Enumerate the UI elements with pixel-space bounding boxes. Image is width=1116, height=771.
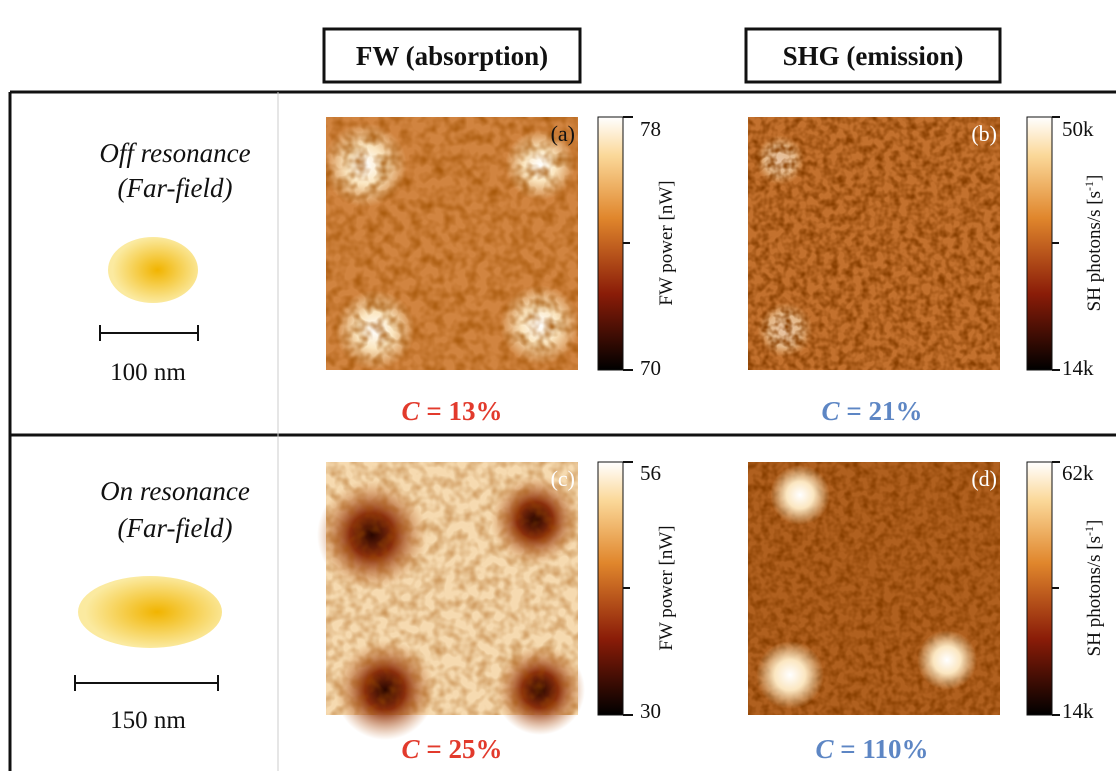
scale-label: 150 nm xyxy=(110,707,186,734)
cbar-label-text: SH photons/s [s xyxy=(1084,536,1105,656)
scale-bar xyxy=(75,675,218,691)
contrast-symbol: C xyxy=(402,396,421,426)
row-label: (Far-field) xyxy=(118,513,233,543)
particle-icon xyxy=(108,237,198,303)
map-d xyxy=(748,462,1000,715)
cbar-label: SH photons/s [s-1] xyxy=(1082,175,1105,312)
map-c xyxy=(317,462,585,740)
cbar-label-sup: -1 xyxy=(1082,526,1096,536)
cbar-label: FW power [nW] xyxy=(656,525,677,650)
panel-tag: (a) xyxy=(551,121,575,146)
cbar-label-text: ] xyxy=(1084,520,1105,526)
cbar-min: 70 xyxy=(640,356,661,380)
scale-bar xyxy=(100,325,198,341)
figure: FW (absorption) SHG (emission) Off reson… xyxy=(0,0,1116,771)
contrast-symbol: C xyxy=(402,734,421,764)
colorbar xyxy=(598,117,633,370)
panel-tag: (d) xyxy=(971,466,997,491)
column-header: FW (absorption) xyxy=(356,41,548,71)
contrast: C = 21% xyxy=(822,396,923,426)
colorbar xyxy=(1027,462,1060,715)
contrast: C = 13% xyxy=(402,396,503,426)
colorbar xyxy=(598,462,633,715)
cbar-max: 56 xyxy=(640,461,661,485)
cbar-label-sup: -1 xyxy=(1082,181,1096,191)
cbar-label: SH photons/s [s-1] xyxy=(1082,520,1105,657)
panel-tag: (c) xyxy=(551,466,575,491)
contrast-symbol: C xyxy=(816,734,835,764)
row-label: Off resonance xyxy=(99,138,250,168)
panel-tag: (b) xyxy=(971,121,997,146)
cbar-label: FW power [nW] xyxy=(656,180,677,305)
column-header: SHG (emission) xyxy=(783,41,964,71)
contrast-value: = 110% xyxy=(840,734,928,764)
contrast-value: = 21% xyxy=(846,396,922,426)
row-label: (Far-field) xyxy=(118,173,233,203)
cbar-min: 14k xyxy=(1062,356,1094,380)
map-a xyxy=(323,117,580,370)
contrast-symbol: C xyxy=(822,396,841,426)
cbar-max: 62k xyxy=(1062,461,1094,485)
map-b xyxy=(748,117,1000,370)
contrast: C = 110% xyxy=(816,734,929,764)
cbar-min: 14k xyxy=(1062,699,1094,723)
cbar-label-text: SH photons/s [s xyxy=(1084,191,1105,311)
cbar-max: 50k xyxy=(1062,117,1094,141)
colorbar xyxy=(1027,117,1060,370)
cbar-min: 30 xyxy=(640,699,661,723)
cbar-label-text: ] xyxy=(1084,175,1105,181)
contrast-value: = 25% xyxy=(426,734,502,764)
contrast: C = 25% xyxy=(402,734,503,764)
row-label: On resonance xyxy=(100,476,250,506)
cbar-max: 78 xyxy=(640,117,661,141)
particle-icon xyxy=(78,576,222,648)
contrast-value: = 13% xyxy=(426,396,502,426)
scale-label: 100 nm xyxy=(110,359,186,386)
